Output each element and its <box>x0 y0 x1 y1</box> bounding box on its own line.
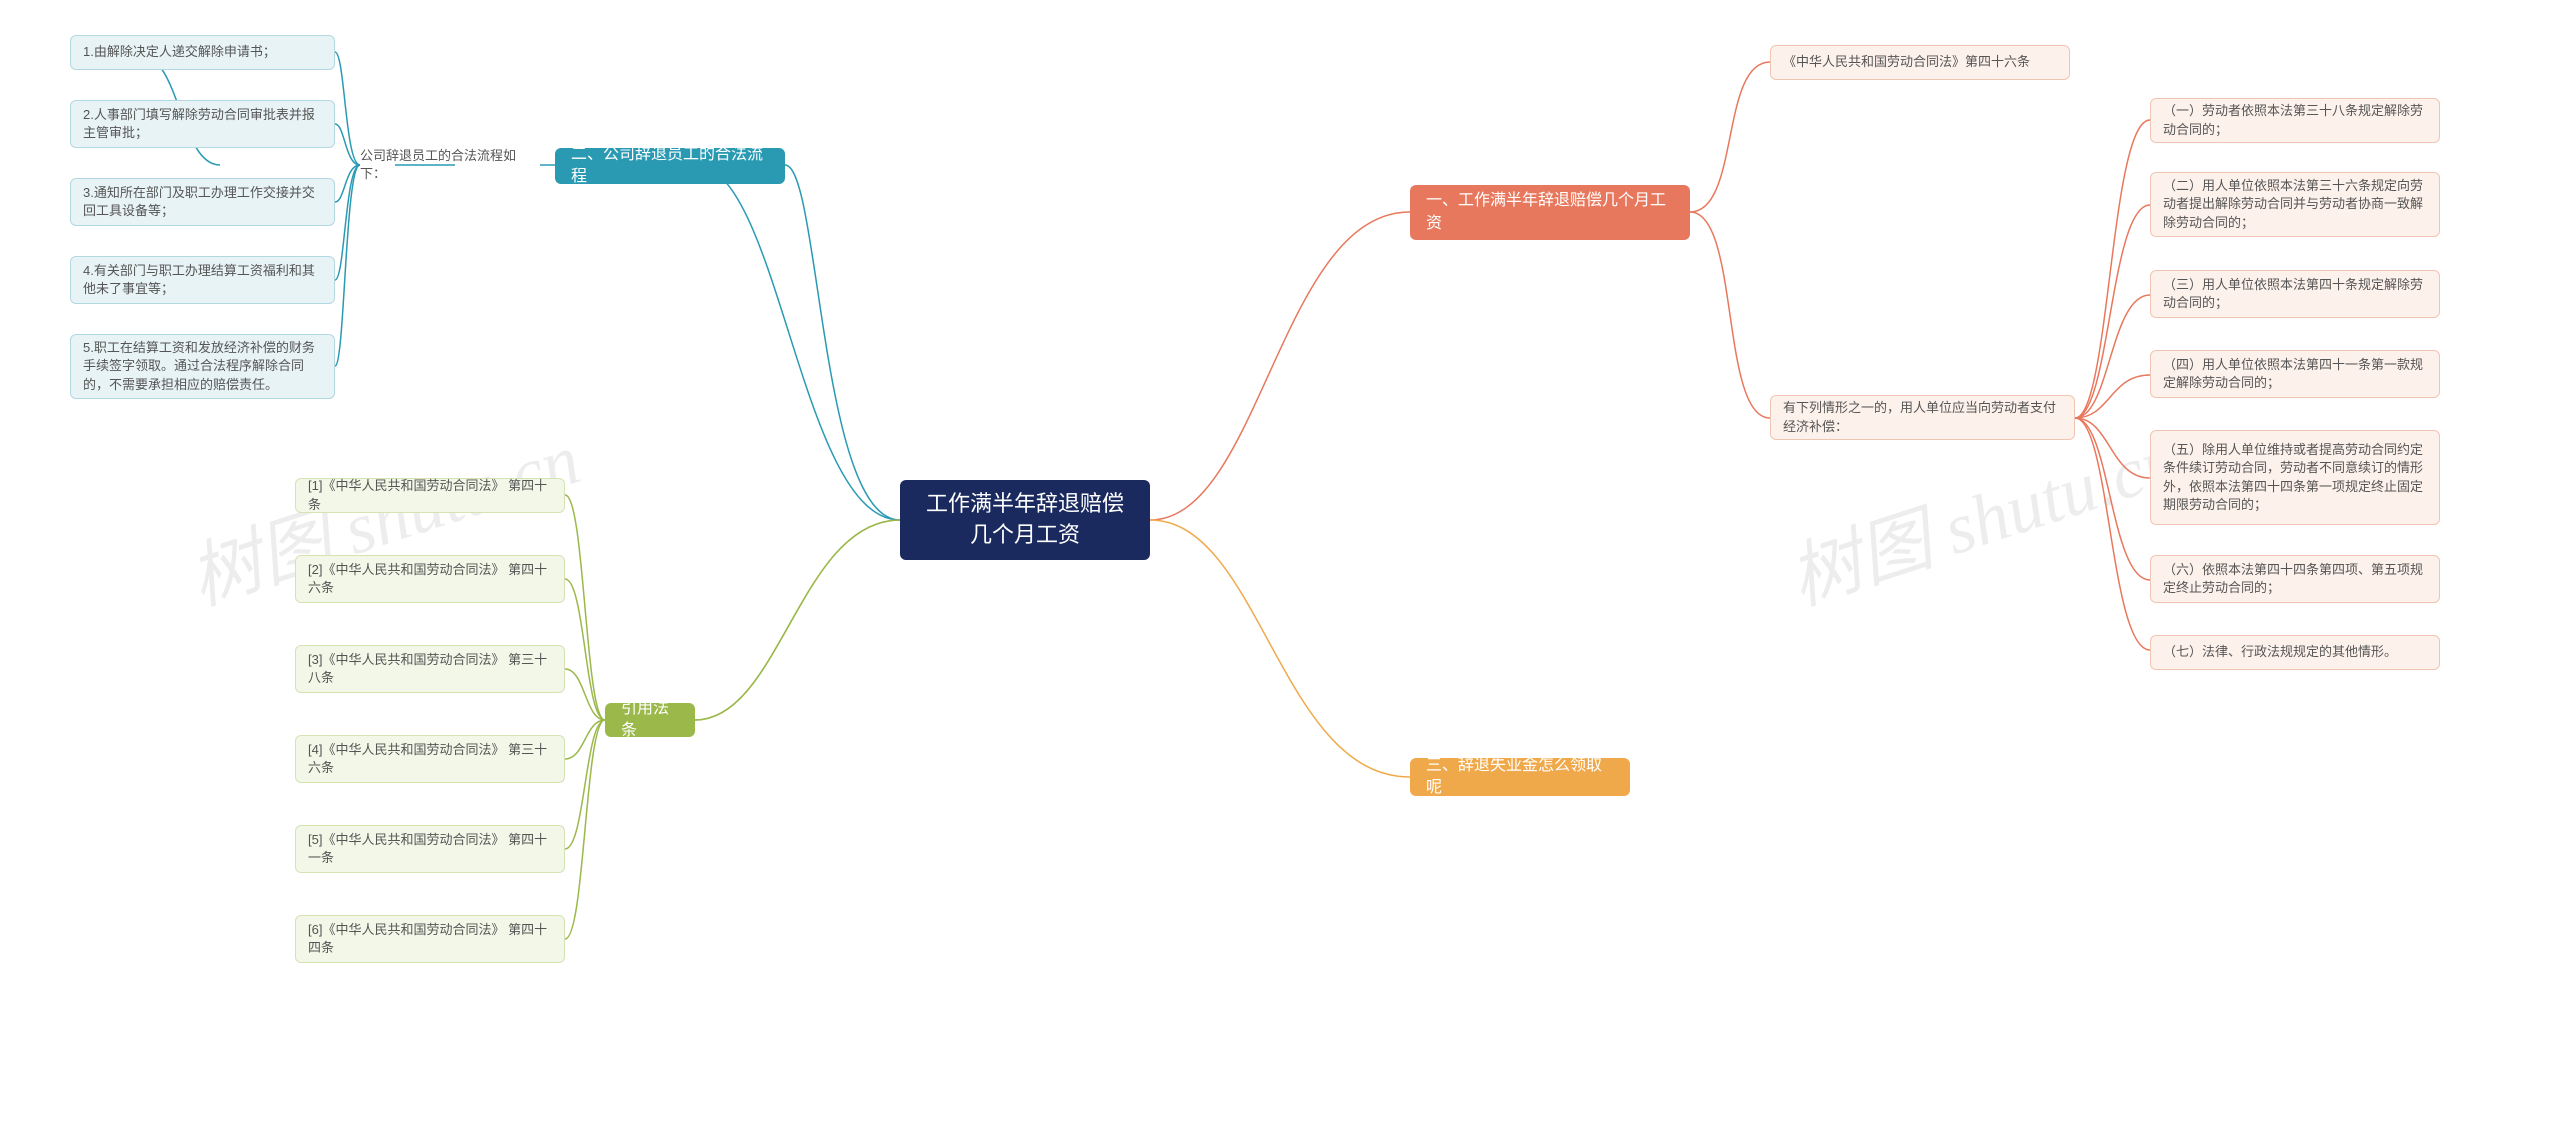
mindmap-root: 工作满半年辞退赔偿几个月工资 <box>900 480 1150 560</box>
b4-leaf-5: [6]《中华人民共和国劳动合同法》 第四十四条 <box>295 915 565 963</box>
branch-2: 二、公司辞退员工的合法流程 <box>555 148 785 184</box>
b4-leaf-2: [3]《中华人民共和国劳动合同法》 第三十八条 <box>295 645 565 693</box>
b1-leaf-5-text: （六）依照本法第四十四条第四项、第五项规定终止劳动合同的； <box>2163 561 2427 597</box>
b1-leaf-2-text: （三）用人单位依照本法第四十条规定解除劳动合同的； <box>2163 276 2427 312</box>
b1-leaf-6: （七）法律、行政法规规定的其他情形。 <box>2150 635 2440 670</box>
b2-sub-label: 公司辞退员工的合法流程如下： <box>360 150 540 180</box>
branch-1-label: 一、工作满半年辞退赔偿几个月工资 <box>1426 190 1674 235</box>
b1-leaf-4: （五）除用人单位维持或者提高劳动合同约定条件续订劳动合同，劳动者不同意续订的情形… <box>2150 430 2440 525</box>
branch-2-label: 二、公司辞退员工的合法流程 <box>571 144 769 189</box>
b1-leaf-0: （一）劳动者依照本法第三十八条规定解除劳动合同的； <box>2150 98 2440 143</box>
b2-leaf-4: 5.职工在结算工资和发放经济补偿的财务手续签字领取。通过合法程序解除合同的，不需… <box>70 334 335 399</box>
b2-sub-text: 公司辞退员工的合法流程如下： <box>360 147 540 183</box>
branch-1: 一、工作满半年辞退赔偿几个月工资 <box>1410 185 1690 240</box>
b2-leaf-3-text: 4.有关部门与职工办理结算工资福利和其他未了事宜等； <box>83 262 322 298</box>
b4-leaf-4: [5]《中华人民共和国劳动合同法》 第四十一条 <box>295 825 565 873</box>
b2-leaf-0: 1.由解除决定人递交解除申请书； <box>70 35 335 70</box>
b4-leaf-4-text: [5]《中华人民共和国劳动合同法》 第四十一条 <box>308 831 552 867</box>
b2-leaf-1-text: 2.人事部门填写解除劳动合同审批表并报主管审批； <box>83 106 322 142</box>
b1-leaf-3-text: （四）用人单位依照本法第四十一条第一款规定解除劳动合同的； <box>2163 356 2427 392</box>
branch-4: 引用法条 <box>605 703 695 737</box>
b4-leaf-3-text: [4]《中华人民共和国劳动合同法》 第三十六条 <box>308 741 552 777</box>
b1-leaf-1: （二）用人单位依照本法第三十六条规定向劳动者提出解除劳动合同并与劳动者协商一致解… <box>2150 172 2440 237</box>
b1-leaf-3: （四）用人单位依照本法第四十一条第一款规定解除劳动合同的； <box>2150 350 2440 398</box>
b4-leaf-0: [1]《中华人民共和国劳动合同法》 第四十条 <box>295 478 565 513</box>
branch-3-label: 三、辞退失业金怎么领取呢 <box>1426 755 1614 800</box>
b1-leaf-4-text: （五）除用人单位维持或者提高劳动合同约定条件续订劳动合同，劳动者不同意续订的情形… <box>2163 441 2427 514</box>
b1-leaf-0-text: （一）劳动者依照本法第三十八条规定解除劳动合同的； <box>2163 102 2427 138</box>
branch-3: 三、辞退失业金怎么领取呢 <box>1410 758 1630 796</box>
b1-leaf-2: （三）用人单位依照本法第四十条规定解除劳动合同的； <box>2150 270 2440 318</box>
b1-sub2: 有下列情形之一的，用人单位应当向劳动者支付经济补偿： <box>1770 395 2075 440</box>
root-text: 工作满半年辞退赔偿几个月工资 <box>924 489 1126 551</box>
b4-leaf-3: [4]《中华人民共和国劳动合同法》 第三十六条 <box>295 735 565 783</box>
b2-leaf-4-text: 5.职工在结算工资和发放经济补偿的财务手续签字领取。通过合法程序解除合同的，不需… <box>83 339 322 394</box>
b1-leaf-1-text: （二）用人单位依照本法第三十六条规定向劳动者提出解除劳动合同并与劳动者协商一致解… <box>2163 177 2427 232</box>
b4-leaf-1: [2]《中华人民共和国劳动合同法》 第四十六条 <box>295 555 565 603</box>
b1-leaf-5: （六）依照本法第四十四条第四项、第五项规定终止劳动合同的； <box>2150 555 2440 603</box>
b4-leaf-5-text: [6]《中华人民共和国劳动合同法》 第四十四条 <box>308 921 552 957</box>
b4-leaf-0-text: [1]《中华人民共和国劳动合同法》 第四十条 <box>308 477 552 513</box>
branch-4-label: 引用法条 <box>621 698 679 743</box>
b1-sub1-text: 《中华人民共和国劳动合同法》第四十六条 <box>1783 53 2030 71</box>
b2-leaf-3: 4.有关部门与职工办理结算工资福利和其他未了事宜等； <box>70 256 335 304</box>
b1-sub1: 《中华人民共和国劳动合同法》第四十六条 <box>1770 45 2070 80</box>
b4-leaf-1-text: [2]《中华人民共和国劳动合同法》 第四十六条 <box>308 561 552 597</box>
b2-leaf-2-text: 3.通知所在部门及职工办理工作交接并交回工具设备等； <box>83 184 322 220</box>
b2-leaf-2: 3.通知所在部门及职工办理工作交接并交回工具设备等； <box>70 178 335 226</box>
b1-sub2-text: 有下列情形之一的，用人单位应当向劳动者支付经济补偿： <box>1783 399 2062 435</box>
b1-leaf-6-text: （七）法律、行政法规规定的其他情形。 <box>2163 643 2397 661</box>
b2-leaf-1: 2.人事部门填写解除劳动合同审批表并报主管审批； <box>70 100 335 148</box>
b2-leaf-0-text: 1.由解除决定人递交解除申请书； <box>83 43 276 61</box>
b4-leaf-2-text: [3]《中华人民共和国劳动合同法》 第三十八条 <box>308 651 552 687</box>
